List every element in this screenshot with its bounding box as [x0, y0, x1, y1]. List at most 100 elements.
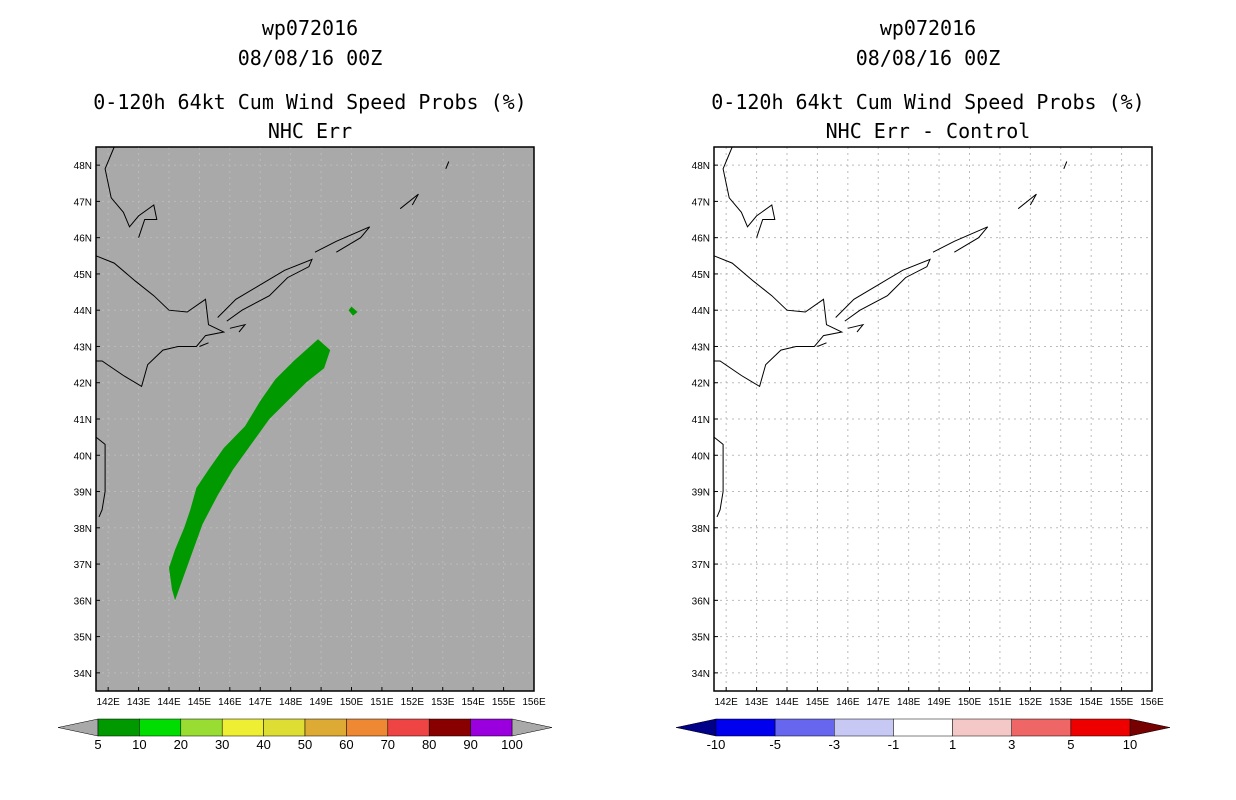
lon-tick-label: 151E — [988, 697, 1012, 708]
colorbar-segment — [180, 718, 223, 737]
coastline — [229, 323, 247, 333]
colorbar-segment — [893, 718, 953, 737]
colorbar: 5 10 20 30 40 50 60 70 80 90 100 — [57, 718, 553, 752]
colorbar-label: 1 — [949, 737, 956, 752]
colorbar-arrow-right — [1129, 718, 1171, 737]
colorbar-label: 20 — [174, 737, 188, 752]
probability-region-5-10 — [169, 339, 331, 601]
lat-tick-label: 34N — [74, 669, 92, 680]
lat-tick-label: 45N — [74, 270, 92, 281]
lat-tick-label: 46N — [74, 234, 92, 245]
colorbar-label: 80 — [422, 737, 436, 752]
colorbar-label: 90 — [463, 737, 477, 752]
lon-tick-label: 143E — [745, 697, 769, 708]
lat-tick-label: 39N — [692, 488, 710, 499]
colorbar-segment — [387, 718, 430, 737]
lat-tick-label: 38N — [74, 524, 92, 535]
coastline — [95, 436, 106, 518]
colorbar-label: 5 — [1067, 737, 1074, 752]
colorbar-label: 30 — [215, 737, 229, 752]
lat-tick-label: 47N — [692, 197, 710, 208]
coastline — [199, 342, 209, 347]
lat-tick-label: 36N — [692, 596, 710, 607]
lon-tick-label: 151E — [370, 697, 394, 708]
colorbar-label: 50 — [298, 737, 312, 752]
lon-tick-label: 146E — [218, 697, 242, 708]
colorbar-segment — [97, 718, 140, 737]
lat-tick-label: 43N — [74, 342, 92, 353]
coastline — [104, 146, 158, 238]
lat-tick-label: 40N — [692, 451, 710, 462]
colorbar-arrow-left — [57, 718, 99, 737]
colorbar-segment — [221, 718, 264, 737]
lon-tick-label: 147E — [249, 697, 273, 708]
colorbar-label: -5 — [769, 737, 781, 752]
coastline — [722, 146, 776, 238]
colorbar-label: 40 — [256, 737, 270, 752]
left-date: 08/08/16 00Z — [237, 46, 383, 70]
left-subtitle: NHC Err — [267, 119, 353, 143]
colorbar-segment — [774, 718, 835, 737]
lon-tick-label: 150E — [340, 697, 364, 708]
lon-tick-label: 154E — [461, 697, 485, 708]
coastline — [314, 226, 371, 253]
coastline — [1017, 193, 1037, 210]
coastline — [95, 255, 226, 388]
probability-region-small — [348, 306, 358, 316]
lat-tick-label: 48N — [74, 161, 92, 172]
lat-tick-label: 42N — [692, 379, 710, 390]
lon-tick-label: 155E — [492, 697, 516, 708]
lon-tick-label: 152E — [401, 697, 425, 708]
colorbar-segment — [304, 718, 347, 737]
coastline — [713, 255, 844, 388]
colorbar-label: 10 — [1123, 737, 1137, 752]
colorbar: -10 -5 -3 -1 1 3 5 10 — [675, 718, 1171, 752]
colorbar-segment — [470, 718, 513, 737]
right-storm-id: wp072016 — [879, 16, 977, 40]
colorbar-arrow-left — [675, 718, 717, 737]
colorbar-segment — [952, 718, 1012, 737]
coastline — [932, 226, 989, 253]
lat-tick-label: 48N — [692, 161, 710, 172]
colorbar-label: 10 — [132, 737, 146, 752]
colorbar-label: 60 — [339, 737, 353, 752]
lat-tick-label: 35N — [692, 633, 710, 644]
lon-tick-label: 148E — [279, 697, 303, 708]
lat-tick-label: 46N — [692, 234, 710, 245]
left-title: 0-120h 64kt Cum Wind Speed Probs (%) — [93, 90, 527, 114]
colorbar-label: -3 — [829, 737, 841, 752]
right-title: 0-120h 64kt Cum Wind Speed Probs (%) — [711, 90, 1145, 114]
colorbar-segment — [263, 718, 306, 737]
lat-tick-label: 42N — [74, 379, 92, 390]
lat-tick-label: 43N — [692, 342, 710, 353]
left-storm-id: wp072016 — [261, 16, 359, 40]
colorbar-label: 100 — [501, 737, 523, 752]
lat-tick-label: 41N — [74, 415, 92, 426]
lat-tick-label: 44N — [74, 306, 92, 317]
lat-tick-label: 45N — [692, 270, 710, 281]
lon-tick-label: 150E — [958, 697, 982, 708]
lon-tick-label: 147E — [867, 697, 891, 708]
lon-tick-label: 153E — [431, 697, 455, 708]
colorbar-segment — [346, 718, 389, 737]
lon-tick-label: 145E — [806, 697, 830, 708]
lat-tick-label: 47N — [74, 197, 92, 208]
colorbar-segment — [139, 718, 182, 737]
lon-tick-label: 144E — [775, 697, 799, 708]
coastline — [217, 258, 313, 322]
lat-tick-label: 41N — [692, 415, 710, 426]
lat-tick-label: 37N — [74, 560, 92, 571]
colorbar-label: 3 — [1008, 737, 1015, 752]
lat-tick-label: 38N — [692, 524, 710, 535]
coastline — [835, 258, 931, 322]
lon-tick-label: 144E — [157, 697, 181, 708]
colorbar-segment — [834, 718, 894, 737]
lon-tick-label: 149E — [927, 697, 951, 708]
lat-tick-label: 44N — [692, 306, 710, 317]
lon-tick-label: 149E — [309, 697, 333, 708]
coastline — [817, 342, 827, 347]
colorbar-label: -1 — [888, 737, 900, 752]
lat-tick-label: 34N — [692, 669, 710, 680]
lon-tick-label: 142E — [96, 697, 120, 708]
